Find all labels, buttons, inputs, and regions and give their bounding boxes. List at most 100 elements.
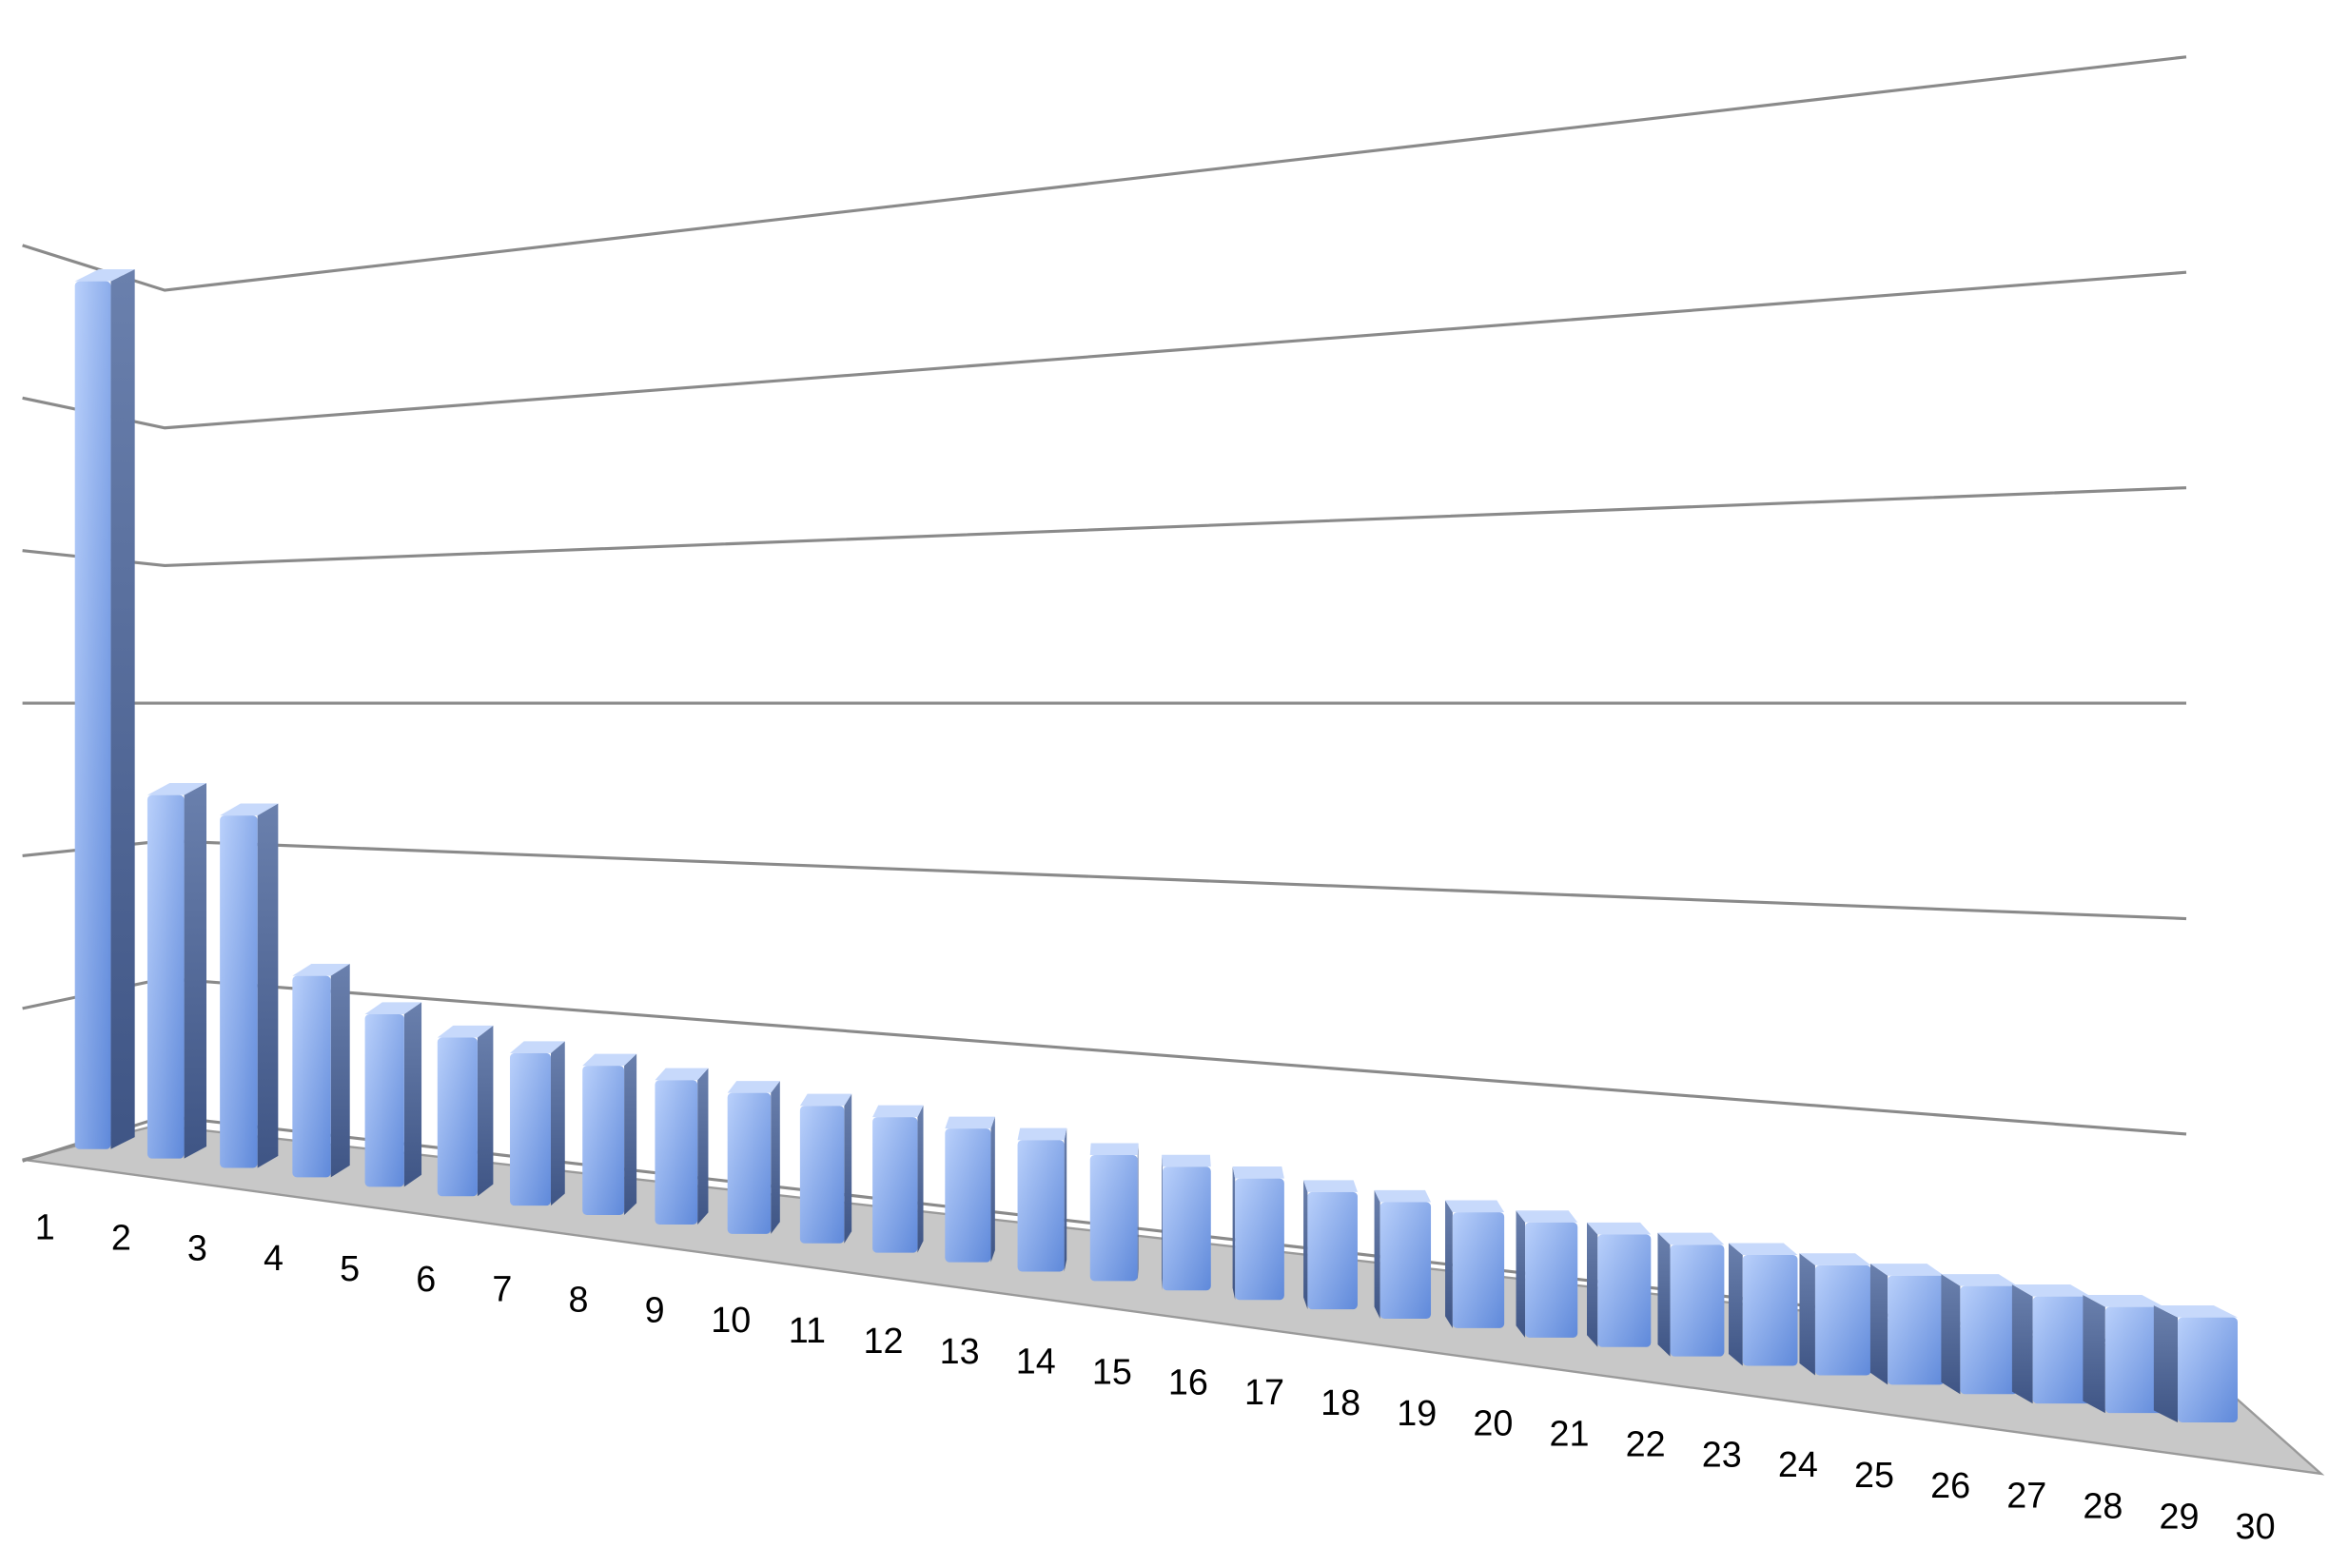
bar xyxy=(2153,1305,2238,1422)
bar-front xyxy=(727,1092,772,1234)
bar xyxy=(1728,1243,1798,1366)
bar-side xyxy=(2153,1305,2179,1422)
bar-side xyxy=(1799,1253,1815,1376)
bar xyxy=(1516,1210,1578,1338)
bar-side xyxy=(1516,1210,1526,1338)
bar-side xyxy=(110,269,135,1149)
grid-line xyxy=(22,270,2187,430)
x-tick-label: 27 xyxy=(2006,1476,2046,1516)
bar-side xyxy=(403,1002,422,1187)
grid-line xyxy=(22,839,2187,921)
bar-front xyxy=(655,1080,698,1225)
bar-top xyxy=(2011,1284,2091,1297)
bar-top xyxy=(1374,1189,1432,1203)
bar-front xyxy=(1888,1275,1945,1385)
bar xyxy=(510,1041,565,1206)
x-tick-label: 14 xyxy=(1016,1342,1056,1382)
bar xyxy=(147,783,207,1159)
bar xyxy=(1869,1264,1945,1385)
x-tick-label: 8 xyxy=(569,1280,589,1320)
bar-top xyxy=(364,1002,422,1014)
bar-top xyxy=(2153,1305,2238,1318)
bar-front xyxy=(74,281,111,1149)
bar xyxy=(582,1053,637,1216)
bar-top xyxy=(1303,1180,1358,1192)
bar-front xyxy=(1307,1191,1358,1310)
bar-top xyxy=(510,1041,565,1053)
bar-side xyxy=(844,1093,852,1244)
bar-top xyxy=(1445,1200,1505,1213)
bar-side xyxy=(1137,1143,1139,1282)
bar-front xyxy=(1525,1222,1578,1338)
bar-front xyxy=(2032,1296,2091,1404)
bar-side xyxy=(1445,1200,1453,1328)
bar-top xyxy=(1017,1127,1067,1141)
x-tick-label: 7 xyxy=(492,1269,512,1309)
bar-top xyxy=(1657,1232,1725,1245)
bar xyxy=(727,1081,780,1234)
bar xyxy=(945,1116,995,1263)
bar xyxy=(1089,1143,1139,1282)
x-tick-label: 22 xyxy=(1626,1423,1666,1463)
bar-top xyxy=(655,1068,709,1081)
bar xyxy=(364,1002,422,1187)
bar xyxy=(1799,1253,1871,1376)
grid-line xyxy=(22,55,2187,292)
bar-side xyxy=(1587,1222,1598,1347)
bar-side xyxy=(2011,1284,2033,1404)
x-tick-label: 5 xyxy=(340,1248,360,1288)
bar-side xyxy=(1064,1127,1067,1272)
x-tick-label: 1 xyxy=(35,1207,55,1247)
bar xyxy=(1017,1127,1067,1272)
x-tick-label: 29 xyxy=(2159,1496,2199,1536)
x-tick-label: 24 xyxy=(1778,1444,1818,1484)
bar-side xyxy=(771,1081,780,1234)
bar xyxy=(1657,1232,1725,1357)
x-tick-label: 30 xyxy=(2236,1506,2276,1546)
bar xyxy=(2083,1294,2164,1414)
bar xyxy=(799,1093,852,1244)
x-tick-label: 11 xyxy=(789,1310,826,1350)
bar-front xyxy=(1089,1155,1138,1282)
x-tick-label: 6 xyxy=(416,1259,436,1299)
bar-side xyxy=(1162,1154,1163,1291)
bar-front xyxy=(1960,1285,2018,1395)
bar-top xyxy=(872,1105,924,1118)
bar-front xyxy=(1017,1140,1065,1272)
bar-side xyxy=(184,783,207,1159)
bar-top xyxy=(1941,1274,2018,1286)
bar-side xyxy=(697,1068,709,1225)
bar-front xyxy=(872,1117,918,1253)
x-tick-label: 12 xyxy=(863,1321,903,1361)
bar-top xyxy=(1232,1166,1284,1179)
x-tick-label: 28 xyxy=(2083,1486,2123,1526)
x-tick-label: 25 xyxy=(1854,1455,1894,1495)
bar-side xyxy=(1232,1166,1236,1301)
x-tick-label: 23 xyxy=(1702,1434,1742,1474)
bar xyxy=(1162,1154,1211,1291)
bar-top xyxy=(2083,1294,2164,1307)
bar-front xyxy=(1814,1264,1871,1376)
bar-front xyxy=(1162,1166,1211,1291)
x-tick-label: 26 xyxy=(1930,1465,1970,1505)
bar-top xyxy=(1799,1253,1871,1265)
bar xyxy=(1587,1222,1652,1347)
bar-top xyxy=(147,783,207,795)
x-tick-label: 16 xyxy=(1168,1362,1208,1401)
bar-side xyxy=(477,1025,494,1197)
grid-line xyxy=(22,486,2187,567)
bar-side xyxy=(1869,1264,1888,1385)
bar-front xyxy=(220,815,258,1168)
bar-front xyxy=(1379,1202,1432,1320)
bar-top xyxy=(1089,1143,1139,1156)
x-tick-label: 3 xyxy=(187,1227,207,1267)
bar-front xyxy=(799,1106,845,1244)
bar-top xyxy=(799,1093,852,1107)
x-tick-label: 17 xyxy=(1244,1372,1284,1412)
bar-side xyxy=(990,1116,995,1263)
bar-front xyxy=(2178,1317,2238,1422)
x-tick-label: 10 xyxy=(711,1300,751,1340)
bar-front xyxy=(1670,1245,1725,1357)
